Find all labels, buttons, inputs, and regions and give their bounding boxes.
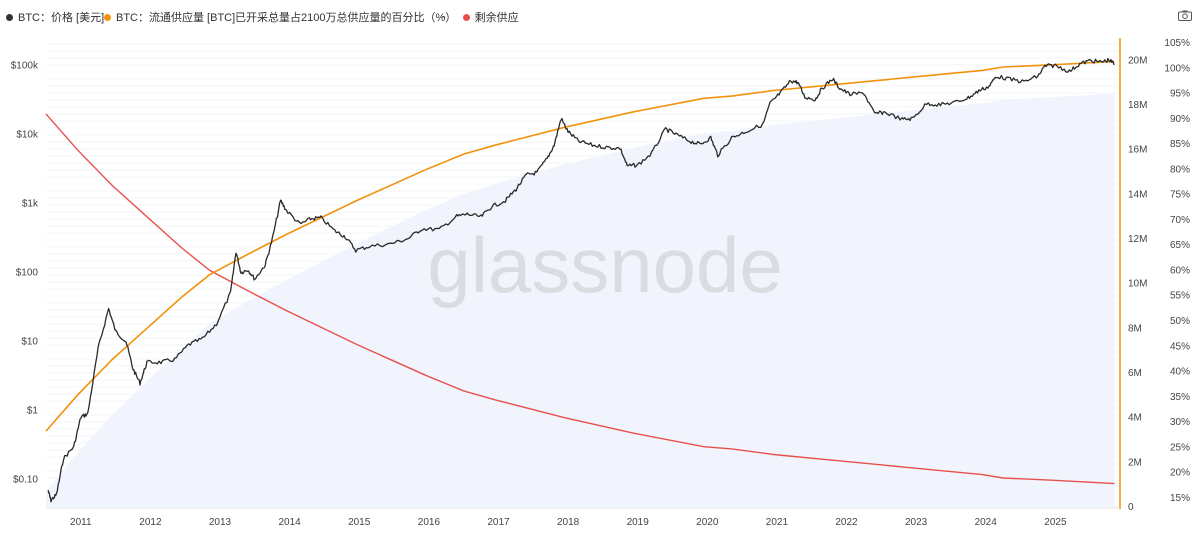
legend-dot-price bbox=[6, 13, 13, 21]
percent-tick-label: 65% bbox=[1170, 240, 1190, 251]
legend-label-supply: BTC：流通供应量 [BTC] bbox=[116, 12, 236, 24]
percent-tick-label: 90% bbox=[1170, 114, 1190, 125]
x-tick-label: 2016 bbox=[418, 517, 441, 528]
legend-label-percent-mined: 已开采总量占2100万总供应量的百分比（%） bbox=[235, 12, 457, 24]
supply-tick-label: 4M bbox=[1128, 413, 1142, 424]
x-tick-label: 2025 bbox=[1044, 517, 1067, 528]
percent-tick-label: 85% bbox=[1170, 139, 1190, 150]
supply-tick-label: 8M bbox=[1128, 323, 1142, 334]
supply-axis-ticks: 0 2M 4M 6M 8M 10M 12M 14M 16M 18M 20M bbox=[1128, 55, 1147, 513]
legend-item-remaining[interactable]: - 剩余供应 bbox=[442, 9, 519, 25]
percent-tick-label: 15% bbox=[1170, 493, 1190, 504]
supply-tick-label: 6M bbox=[1128, 368, 1142, 379]
left-tick-label: $100 bbox=[16, 268, 39, 279]
supply-tick-label: 12M bbox=[1128, 234, 1147, 245]
percent-tick-label: 60% bbox=[1170, 266, 1190, 277]
supply-tick-label: 18M bbox=[1128, 100, 1147, 111]
percent-tick-label: 105% bbox=[1164, 38, 1190, 49]
supply-tick-label: 2M bbox=[1128, 457, 1142, 468]
supply-tick-label: 14M bbox=[1128, 189, 1147, 200]
x-tick-label: 2022 bbox=[835, 517, 858, 528]
legend-dot-remaining bbox=[462, 13, 470, 21]
left-tick-label: $10k bbox=[16, 130, 39, 141]
percent-tick-label: 45% bbox=[1170, 341, 1190, 352]
left-tick-label: $0.10 bbox=[13, 475, 38, 486]
x-tick-label: 2021 bbox=[766, 517, 789, 528]
x-tick-label: 2011 bbox=[70, 517, 92, 528]
legend-item-supply[interactable]: BTC：流通供应量 [BTC] bbox=[104, 9, 235, 25]
percent-tick-label: 95% bbox=[1170, 89, 1190, 100]
percent-tick-label: 80% bbox=[1170, 164, 1190, 175]
percent-tick-label: 70% bbox=[1170, 215, 1190, 226]
legend-label-remaining: 剩余供应 bbox=[474, 12, 519, 24]
percent-tick-label: 25% bbox=[1170, 442, 1190, 453]
legend-dash-remaining: - bbox=[442, 11, 446, 23]
left-tick-label: $1 bbox=[27, 406, 39, 417]
x-tick-label: 2019 bbox=[627, 517, 650, 528]
left-tick-label: $10 bbox=[21, 337, 38, 348]
percent-tick-label: 50% bbox=[1170, 316, 1190, 327]
watermark: glassnode bbox=[427, 221, 783, 309]
x-tick-label: 2024 bbox=[975, 517, 998, 528]
percent-tick-label: 20% bbox=[1170, 468, 1190, 479]
percent-tick-label: 55% bbox=[1170, 291, 1190, 302]
x-tick-label: 2017 bbox=[487, 517, 510, 528]
chart-legend: BTC：价格 [美元] BTC：流通供应量 [BTC] 已开采总量占2100万总… bbox=[0, 0, 1200, 30]
series-price-line bbox=[47, 57, 1115, 503]
supply-tick-label: 0 bbox=[1128, 502, 1134, 513]
percent-tick-label: 35% bbox=[1170, 392, 1190, 403]
legend-item-percent-mined[interactable]: 已开采总量占2100万总供应量的百分比（%） bbox=[235, 9, 456, 25]
x-tick-label: 2014 bbox=[278, 517, 301, 528]
percent-mined-area bbox=[46, 93, 1115, 507]
legend-item-price[interactable]: BTC：价格 [美元] bbox=[6, 9, 104, 25]
percent-tick-label: 30% bbox=[1170, 417, 1190, 428]
x-tick-label: 2013 bbox=[209, 517, 232, 528]
left-axis-ticks: $0.10 $1 $10 $100 $1k $10k $100k bbox=[11, 61, 39, 486]
supply-tick-label: 10M bbox=[1128, 279, 1147, 290]
supply-tick-label: 20M bbox=[1128, 55, 1147, 66]
camera-icon[interactable] bbox=[1178, 10, 1192, 21]
series-remaining-line bbox=[45, 113, 1115, 485]
supply-tick-label: 16M bbox=[1128, 145, 1147, 156]
left-tick-label: $100k bbox=[11, 61, 39, 72]
legend-dot-supply bbox=[104, 13, 111, 21]
percent-tick-label: 75% bbox=[1170, 190, 1190, 201]
percent-axis-ticks: 15% 20% 25% 30% 35% 40% 45% 50% 55% 60% 65% 70% 75% 8… bbox=[1164, 38, 1190, 504]
x-tick-label: 2018 bbox=[557, 517, 580, 528]
left-tick-label: $1k bbox=[22, 199, 39, 210]
x-tick-label: 2015 bbox=[348, 517, 371, 528]
x-axis-ticks: 2011 2012 2013 2014 2015 2016 2017 2018 2019 2020… bbox=[70, 517, 1067, 528]
legend-label-price: BTC：价格 [美元] bbox=[18, 12, 105, 24]
x-tick-label: 2020 bbox=[696, 517, 719, 528]
x-tick-label: 2012 bbox=[139, 517, 162, 528]
series-supply-line bbox=[45, 60, 1115, 432]
x-tick-label: 2023 bbox=[905, 517, 928, 528]
percent-tick-label: 40% bbox=[1170, 367, 1190, 378]
percent-tick-label: 100% bbox=[1164, 63, 1190, 74]
